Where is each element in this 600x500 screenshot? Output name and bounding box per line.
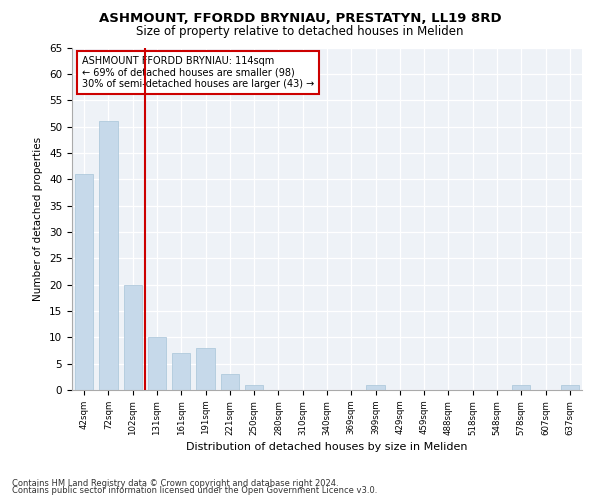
Bar <box>172 353 190 390</box>
Bar <box>100 122 118 390</box>
Text: Contains HM Land Registry data © Crown copyright and database right 2024.: Contains HM Land Registry data © Crown c… <box>12 478 338 488</box>
Text: ASHMOUNT FFORDD BRYNIAU: 114sqm
← 69% of detached houses are smaller (98)
30% of: ASHMOUNT FFORDD BRYNIAU: 114sqm ← 69% of… <box>82 56 314 90</box>
Bar <box>148 338 166 390</box>
Bar <box>561 384 579 390</box>
Text: ASHMOUNT, FFORDD BRYNIAU, PRESTATYN, LL19 8RD: ASHMOUNT, FFORDD BRYNIAU, PRESTATYN, LL1… <box>98 12 502 26</box>
Bar <box>512 384 530 390</box>
Bar <box>245 384 263 390</box>
Y-axis label: Number of detached properties: Number of detached properties <box>34 136 43 301</box>
Bar <box>221 374 239 390</box>
X-axis label: Distribution of detached houses by size in Meliden: Distribution of detached houses by size … <box>186 442 468 452</box>
Bar <box>75 174 93 390</box>
Bar <box>124 284 142 390</box>
Text: Size of property relative to detached houses in Meliden: Size of property relative to detached ho… <box>136 25 464 38</box>
Text: Contains public sector information licensed under the Open Government Licence v3: Contains public sector information licen… <box>12 486 377 495</box>
Bar <box>196 348 215 390</box>
Bar <box>367 384 385 390</box>
